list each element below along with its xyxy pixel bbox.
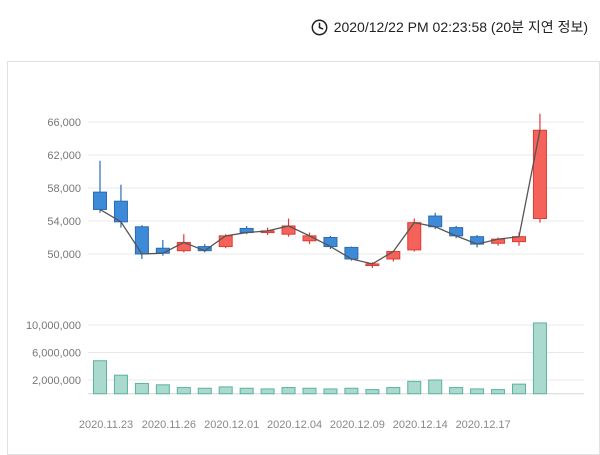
candle-body bbox=[323, 237, 338, 248]
update-time-row: 2020/12/22 PM 02:23:58 (20분 지연 정보) bbox=[0, 0, 600, 54]
volume-bar bbox=[449, 387, 464, 395]
volume-bar bbox=[512, 383, 526, 395]
volume-bar bbox=[386, 387, 401, 395]
volume-bar bbox=[260, 388, 275, 395]
volume-bar bbox=[428, 379, 443, 395]
date-axis-label: 2020.12.09 bbox=[330, 419, 385, 431]
volume-bar bbox=[323, 388, 338, 395]
date-axis-label: 2020.12.04 bbox=[267, 419, 322, 431]
price-axis-label: 62,000 bbox=[47, 150, 81, 162]
volume-bar bbox=[239, 387, 254, 395]
candle-body bbox=[218, 235, 233, 248]
date-axis-label: 2020.12.17 bbox=[456, 419, 511, 431]
price-axis-label: 58,000 bbox=[47, 183, 81, 195]
candle-body bbox=[344, 246, 359, 260]
candle-body bbox=[93, 191, 107, 210]
candle-body bbox=[428, 215, 443, 228]
candle-body bbox=[532, 129, 547, 220]
volume-bar bbox=[113, 374, 128, 395]
close-price-line bbox=[99, 130, 541, 265]
candle-body bbox=[449, 227, 464, 237]
date-axis-label: 2020.11.26 bbox=[142, 419, 196, 431]
volume-bar bbox=[93, 360, 107, 395]
clock-icon bbox=[311, 19, 328, 36]
stock-chart-svg: 50,000 54,000 58,000 62,000 66,000 2,000,000 6… bbox=[26, 113, 584, 431]
volume-bar bbox=[134, 382, 149, 395]
candle-body bbox=[386, 251, 401, 260]
volume-bar bbox=[344, 387, 359, 395]
volume-bar bbox=[407, 380, 422, 395]
volume-bar bbox=[365, 389, 380, 395]
volume-axis-label: 2,000,000 bbox=[32, 375, 81, 387]
volume-bar bbox=[197, 387, 212, 395]
volume-bar bbox=[176, 387, 191, 395]
price-axis-label: 66,000 bbox=[47, 117, 81, 129]
price-axis-label: 54,000 bbox=[47, 216, 81, 228]
date-axis-label: 2020.12.01 bbox=[204, 419, 259, 431]
volume-bar bbox=[302, 387, 317, 395]
chart-panel: 50,000 54,000 58,000 62,000 66,000 2,000,000 6… bbox=[7, 61, 600, 455]
volume-bar bbox=[470, 388, 485, 395]
date-axis-label: 2020.11.23 bbox=[79, 419, 133, 431]
volume-bar bbox=[281, 387, 296, 395]
volume-bar bbox=[491, 389, 506, 395]
update-timestamp: 2020/12/22 PM 02:23:58 (20분 지연 정보) bbox=[333, 19, 588, 35]
candle-body bbox=[407, 222, 422, 251]
date-axis-label: 2020.12.14 bbox=[393, 419, 448, 431]
volume-bar bbox=[532, 322, 547, 395]
volume-axis-label: 6,000,000 bbox=[32, 348, 81, 360]
volume-bar bbox=[155, 384, 170, 395]
volume-bar bbox=[218, 386, 233, 395]
candle-body bbox=[134, 226, 149, 255]
price-axis-label: 50,000 bbox=[47, 249, 81, 261]
volume-axis-label: 10,000,000 bbox=[26, 320, 81, 332]
